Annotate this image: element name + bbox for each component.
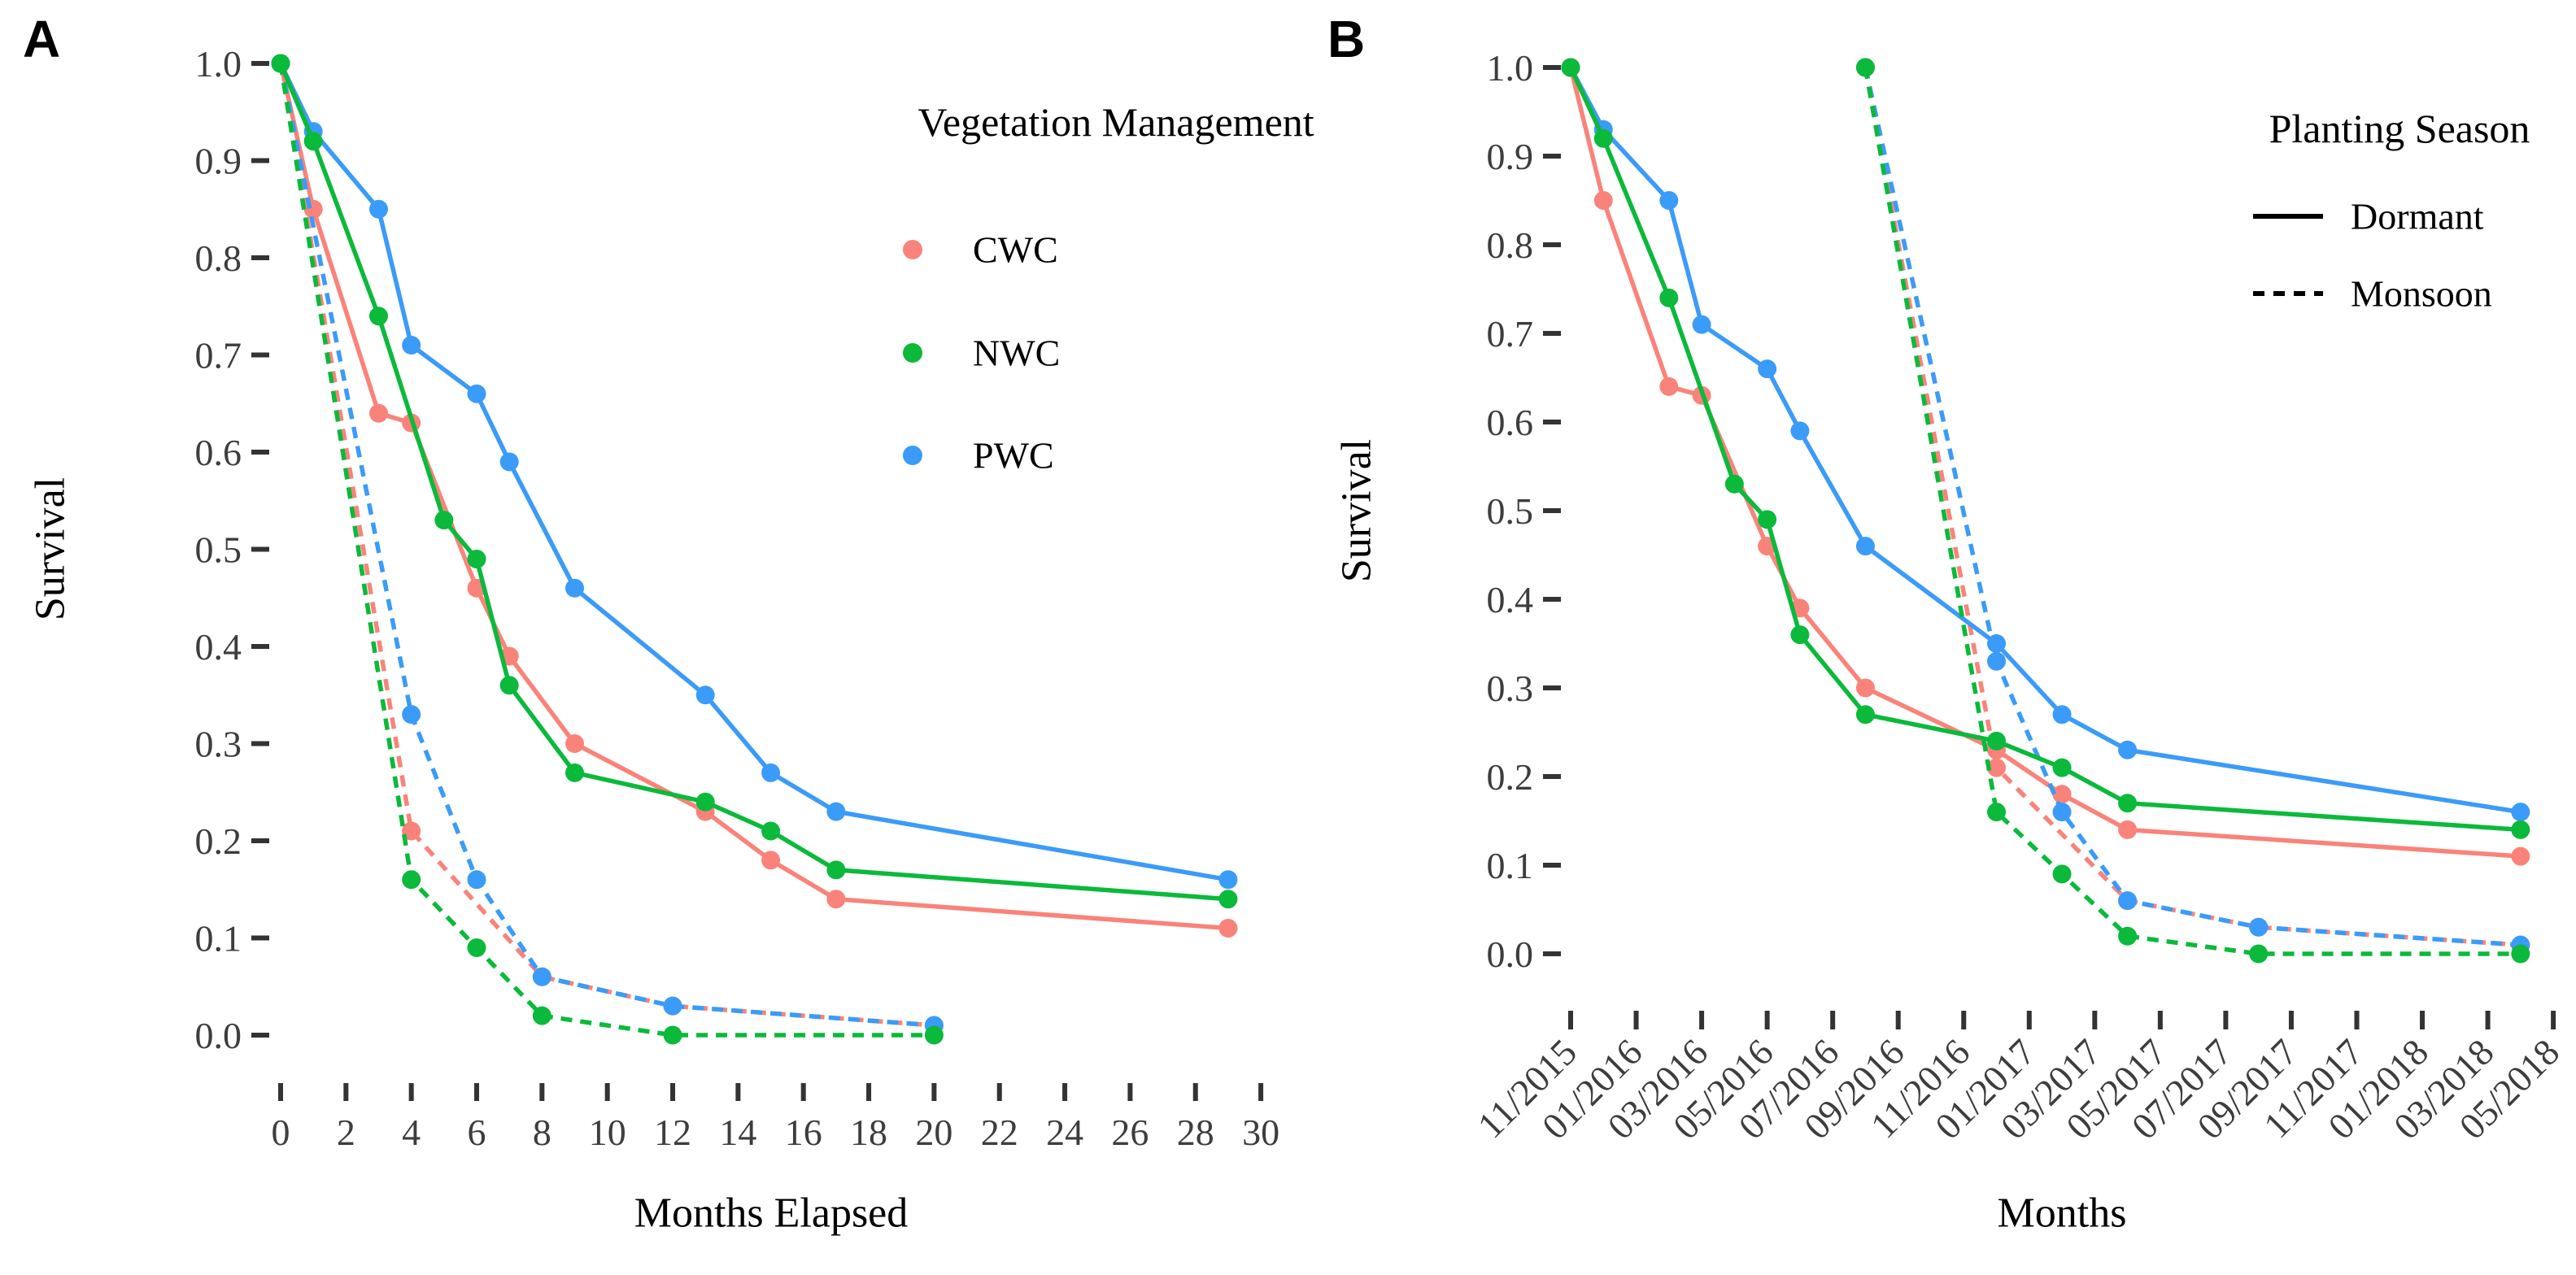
svg-text:0.4: 0.4: [195, 626, 242, 668]
svg-text:0.6: 0.6: [1487, 402, 1534, 443]
panel-b-y-axis-title: Survival: [1333, 438, 1380, 583]
legend-b-item-dormant: Dormant: [2351, 195, 2484, 237]
svg-text:0.9: 0.9: [1487, 136, 1534, 177]
svg-text:0.2: 0.2: [1487, 756, 1534, 798]
svg-text:18: 18: [850, 1112, 887, 1153]
svg-text:0.2: 0.2: [195, 820, 242, 862]
svg-text:16: 16: [785, 1112, 822, 1153]
svg-text:0.3: 0.3: [1487, 668, 1534, 709]
legend-b-item-monsoon: Monsoon: [2351, 272, 2492, 315]
svg-text:0.7: 0.7: [195, 335, 242, 376]
svg-text:28: 28: [1177, 1112, 1214, 1153]
svg-text:6: 6: [468, 1112, 486, 1153]
svg-text:0.5: 0.5: [195, 529, 242, 571]
svg-text:0.1: 0.1: [195, 918, 242, 960]
svg-text:14: 14: [719, 1112, 756, 1153]
legend-b-title: Planting Season: [2269, 106, 2530, 151]
panel-a-y-axis-title: Survival: [27, 476, 74, 621]
legend-b-dashed-line-icon: [2253, 291, 2323, 296]
svg-text:0: 0: [272, 1112, 290, 1153]
svg-text:8: 8: [533, 1112, 551, 1153]
panel-b-x-axis-title: Months: [1997, 1190, 2127, 1237]
svg-text:0.9: 0.9: [195, 141, 242, 182]
svg-text:0.8: 0.8: [1487, 224, 1534, 266]
legend-a-title: Vegetation Management: [918, 99, 1314, 145]
svg-text:0.3: 0.3: [195, 724, 242, 765]
panel-b-label: B: [1327, 10, 1366, 68]
svg-text:0.4: 0.4: [1487, 579, 1534, 620]
svg-text:10: 10: [589, 1112, 626, 1153]
svg-text:12: 12: [654, 1112, 691, 1153]
svg-text:0.0: 0.0: [195, 1015, 242, 1056]
legend-a-cwc-swatch-icon: [903, 240, 922, 259]
svg-text:0.0: 0.0: [1487, 933, 1534, 975]
svg-text:20: 20: [915, 1112, 952, 1153]
legend-a-item-nwc: NWC: [973, 332, 1061, 374]
legend-b-solid-line-icon: [2253, 214, 2323, 219]
svg-text:4: 4: [402, 1112, 421, 1153]
svg-text:1.0: 1.0: [195, 43, 242, 85]
panel-a-label: A: [23, 10, 61, 68]
svg-text:26: 26: [1111, 1112, 1149, 1153]
svg-text:30: 30: [1242, 1112, 1279, 1153]
legend-a-pwc-swatch-icon: [903, 446, 922, 465]
svg-text:0.8: 0.8: [195, 237, 242, 279]
svg-text:0.6: 0.6: [195, 432, 242, 473]
svg-text:0.5: 0.5: [1487, 490, 1534, 532]
svg-text:24: 24: [1046, 1112, 1083, 1153]
panel-a-x-axis-title: Months Elapsed: [634, 1190, 909, 1237]
svg-text:2: 2: [337, 1112, 355, 1153]
legend-a-nwc-swatch-icon: [903, 343, 922, 363]
svg-text:0.1: 0.1: [1487, 845, 1534, 886]
svg-text:22: 22: [981, 1112, 1018, 1153]
svg-text:0.7: 0.7: [1487, 313, 1534, 355]
legend-a-item-pwc: PWC: [973, 434, 1054, 476]
svg-text:1.0: 1.0: [1487, 47, 1534, 89]
legend-a-item-cwc: CWC: [973, 228, 1058, 271]
